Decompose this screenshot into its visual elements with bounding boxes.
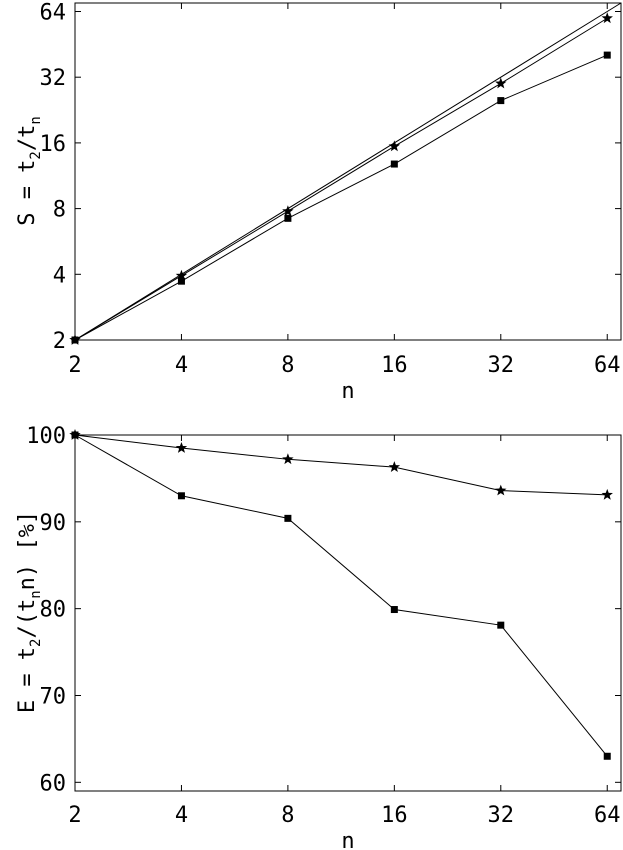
square-marker [71,336,79,344]
star-marker [282,205,294,217]
series-line-square [74,434,608,757]
star-marker [495,484,507,496]
y-axis-title-part: n [28,590,44,598]
y-tick-label: 90 [40,511,67,536]
star-marker [388,140,401,152]
y-axis-title-part: E = t [15,647,40,713]
y-axis-title: S = t2/tn [15,116,44,226]
y-tick-label: 100 [26,424,66,449]
y-axis-title-part: /t [15,125,40,152]
x-tick-label: 2 [68,803,81,828]
y-tick-label: 64 [40,0,67,25]
y-tick-label: 2 [53,329,66,354]
series-line-square [74,54,608,341]
y-tick-label: 8 [53,198,66,223]
star-marker [601,12,613,24]
series-line-star [74,17,608,341]
x-axis-title: n [341,379,354,404]
y-axis-title-part: n) [%] [15,511,40,590]
star-marker [388,461,401,472]
x-axis-title: n [341,829,354,850]
square-marker [497,621,505,629]
x-tick-label: 8 [281,803,294,828]
y-axis-title-part: /(t [15,599,40,639]
y-tick-label: 4 [53,263,66,288]
y-tick-label: 16 [40,132,67,157]
square-marker [284,214,292,222]
x-tick-label: 64 [594,803,621,828]
square-marker [497,97,505,105]
square-marker [603,752,611,760]
square-marker [177,277,185,285]
x-tick-label: 16 [381,353,408,378]
x-tick-label: 32 [488,803,515,828]
y-axis-title-part: 2 [28,639,44,647]
star-marker [495,77,507,89]
y-tick-label: 32 [40,66,67,91]
ideal-reference-line [74,2,622,341]
y-axis-title-part: S = t [15,160,40,226]
star-marker [601,488,613,500]
series-line-star [74,434,608,496]
x-tick-label: 64 [594,353,621,378]
star-marker [175,442,188,453]
y-axis-title-part: 2 [28,151,44,159]
square-marker [71,431,79,439]
y-tick-label: 60 [40,771,67,796]
square-marker [390,606,398,614]
plot-frame [74,2,622,341]
square-marker [390,160,398,168]
star-marker [175,269,188,281]
x-tick-label: 4 [175,803,188,828]
y-axis-title-part: n [28,116,44,124]
x-tick-label: 32 [488,353,515,378]
x-tick-label: 2 [68,353,81,378]
square-marker [603,51,611,59]
y-tick-label: 70 [40,684,67,709]
y-tick-label: 80 [40,598,67,623]
x-tick-label: 16 [381,803,408,828]
x-tick-label: 4 [175,353,188,378]
square-marker [177,492,185,500]
plot-frame [74,434,622,792]
star-marker [282,453,294,465]
y-axis-title: E = t2/(tnn) [%] [15,511,44,713]
square-marker [284,514,292,522]
x-tick-label: 8 [281,353,294,378]
